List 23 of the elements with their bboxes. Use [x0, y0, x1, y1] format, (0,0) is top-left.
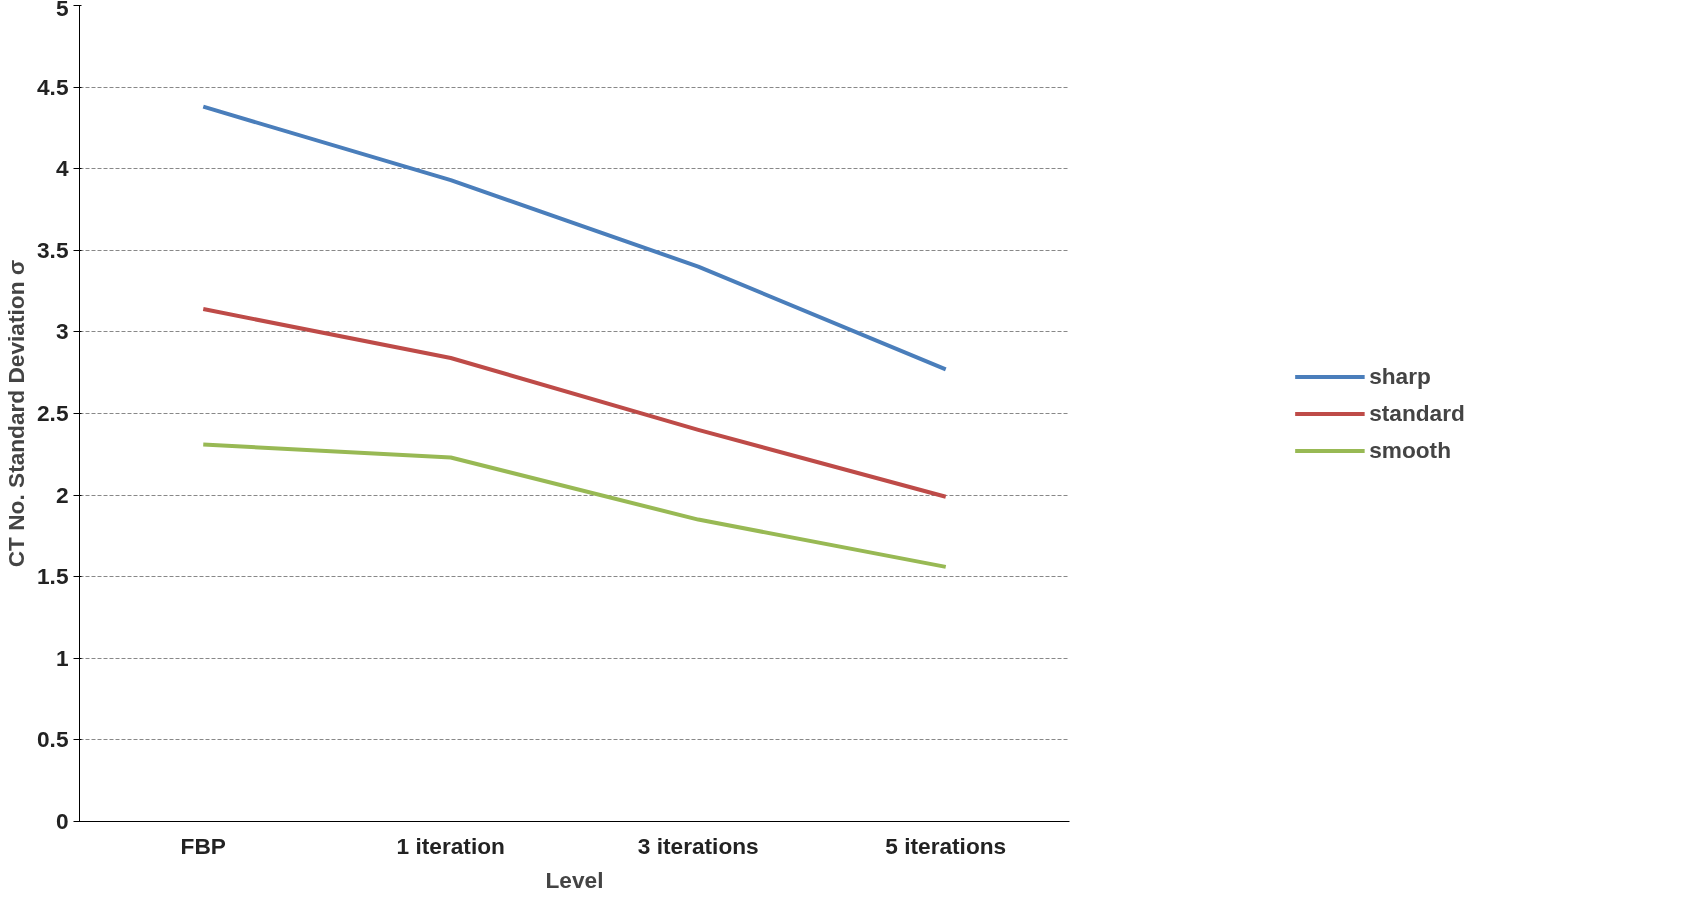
y-tick-label: 4.5 — [37, 73, 69, 100]
y-tick-label: 3 — [55, 318, 69, 345]
y-tick-label: 0.5 — [37, 726, 69, 753]
line-series — [201, 104, 948, 372]
y-tick-label: 2 — [55, 481, 69, 508]
y-tick-label: 0 — [55, 808, 69, 834]
y-tick-label: 4 — [55, 155, 69, 182]
x-tick-label: 3 iterations — [637, 832, 759, 859]
legend-label: standard — [1369, 399, 1465, 427]
x-tick-label: 1 iteration — [396, 832, 505, 859]
x-tick-label: FBP — [180, 832, 226, 859]
legend-label: sharp — [1369, 362, 1431, 390]
y-tick-label: 1 — [55, 644, 69, 671]
y-tick-label: 3.5 — [37, 236, 69, 263]
y-tick-label: 2.5 — [37, 400, 69, 426]
y-axis-title: CT No. Standard Deviation σ — [3, 259, 29, 568]
x-tick-label: 5 iterations — [885, 832, 1007, 859]
legend-label: smooth — [1369, 436, 1451, 464]
x-axis-title: Level — [545, 866, 604, 893]
y-tick-label: 1.5 — [37, 563, 69, 590]
y-tick-label: 5 — [55, 0, 69, 21]
line-series — [201, 307, 948, 499]
line-series — [201, 442, 948, 569]
